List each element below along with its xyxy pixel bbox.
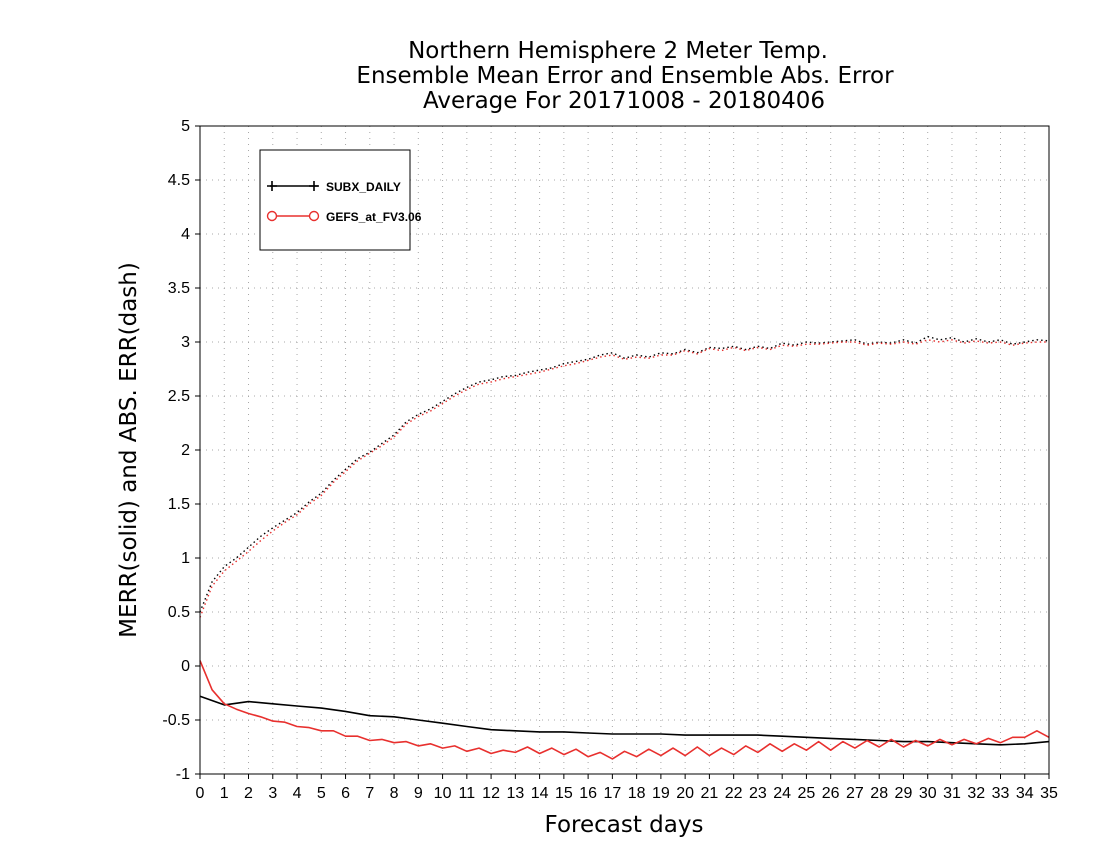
x-tick-label: 11 [459, 785, 476, 802]
title-line-2: Ensemble Mean Error and Ensemble Abs. Er… [356, 63, 894, 89]
x-tick-label: 10 [434, 785, 452, 802]
y-axis-label: MERR(solid) and ABS. ERR(dash) [116, 262, 142, 638]
title-line-3: Average For 20171008 - 20180406 [423, 88, 825, 114]
x-tick-label: 23 [749, 785, 767, 802]
x-tick-label: 9 [414, 785, 423, 802]
x-tick-label: 8 [390, 785, 399, 802]
y-tick-label: -1 [176, 766, 190, 783]
y-tick-label: 1.5 [168, 496, 190, 513]
x-tick-label: 20 [676, 785, 694, 802]
x-tick-label: 19 [652, 785, 670, 802]
legend-plus-marker [309, 181, 319, 191]
x-tick-label: 5 [317, 785, 326, 802]
y-tick-label: 0 [181, 658, 190, 675]
y-tick-label: 2.5 [168, 388, 190, 405]
y-tick-label: 1 [181, 550, 190, 567]
x-axis-ticks: 0 1 2 3 4 5 6 7 8 9 10 11 12 13 14 15 16 17 18 19 20 21 22 23 24… [196, 774, 1058, 802]
legend-items: SUBX_DAILY GEFS_at_FV3.06 [266, 180, 422, 224]
y-tick-label: 4.5 [168, 172, 190, 189]
x-tick-label: 17 [603, 785, 621, 802]
x-tick-label: 35 [1040, 785, 1058, 802]
x-tick-label: 13 [506, 785, 524, 802]
x-tick-label: 34 [1016, 785, 1034, 802]
legend-label: SUBX_DAILY [326, 180, 401, 194]
x-tick-label: 25 [798, 785, 816, 802]
x-tick-label: 7 [365, 785, 374, 802]
legend-circle-marker [308, 210, 320, 222]
x-tick-label: 24 [773, 785, 791, 802]
y-tick-label: 5 [181, 118, 190, 135]
x-tick-label: 12 [482, 785, 500, 802]
x-tick-label: 16 [579, 785, 597, 802]
x-tick-label: 4 [293, 785, 302, 802]
legend-circle-marker [266, 210, 278, 222]
x-axis-label: Forecast days [545, 812, 704, 838]
x-tick-label: 30 [919, 785, 937, 802]
x-tick-label: 2 [244, 785, 253, 802]
legend: SUBX_DAILY GEFS_at_FV3.06 [259, 149, 422, 251]
y-tick-label: 2 [181, 442, 190, 459]
x-tick-label: 15 [555, 785, 573, 802]
x-tick-label: 29 [895, 785, 913, 802]
x-tick-label: 0 [196, 785, 205, 802]
series-line-solid-1 [199, 660, 1050, 760]
legend-box [259, 149, 411, 251]
y-axis-ticks: -1 -0.5 0 0.5 1 1.5 2 2.5 3 3.5 4 4.5 5 [162, 118, 200, 783]
x-tick-label: 28 [870, 785, 888, 802]
x-tick-label: 27 [846, 785, 864, 802]
legend-label: GEFS_at_FV3.06 [326, 210, 422, 224]
y-tick-label: 3 [181, 334, 190, 351]
x-tick-label: 3 [268, 785, 277, 802]
x-tick-label: 14 [531, 785, 549, 802]
series-line-dotted-2 [199, 335, 1050, 613]
x-tick-label: 32 [967, 785, 985, 802]
x-tick-label: 22 [725, 785, 743, 802]
chart-title: Northern Hemisphere 2 Meter Temp. Ensemb… [356, 38, 894, 114]
series-line-solid-0 [199, 695, 1050, 746]
x-tick-label: 1 [220, 785, 229, 802]
x-tick-label: 18 [628, 785, 646, 802]
y-tick-label: 4 [181, 226, 190, 243]
y-tick-label: 0.5 [168, 604, 190, 621]
x-tick-label: 6 [341, 785, 350, 802]
x-tick-label: 26 [822, 785, 840, 802]
series-layer [199, 335, 1050, 760]
title-line-1: Northern Hemisphere 2 Meter Temp. [408, 38, 828, 64]
x-tick-label: 21 [701, 785, 719, 802]
y-tick-label: -0.5 [162, 712, 190, 729]
series-line-dotted-3 [199, 339, 1049, 618]
legend-plus-marker [267, 181, 277, 191]
x-tick-label: 33 [992, 785, 1010, 802]
y-tick-label: 3.5 [168, 280, 190, 297]
x-tick-label: 31 [943, 785, 961, 802]
